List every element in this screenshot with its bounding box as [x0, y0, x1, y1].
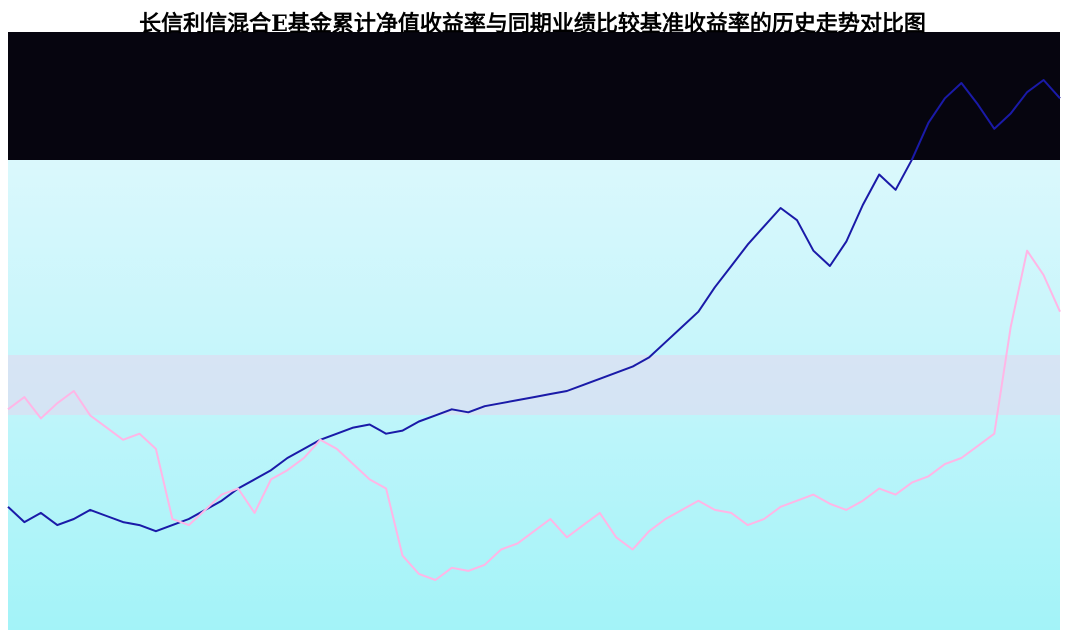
chart-title: 长信利信混合E基金累计净值收益率与同期业绩比较基准收益率的历史走势对比图: [139, 11, 926, 37]
series-line-2: [7, 249, 1061, 581]
mid-band: [8, 355, 1060, 415]
dark-band: [8, 32, 1060, 160]
series-line-1: [7, 79, 1061, 533]
